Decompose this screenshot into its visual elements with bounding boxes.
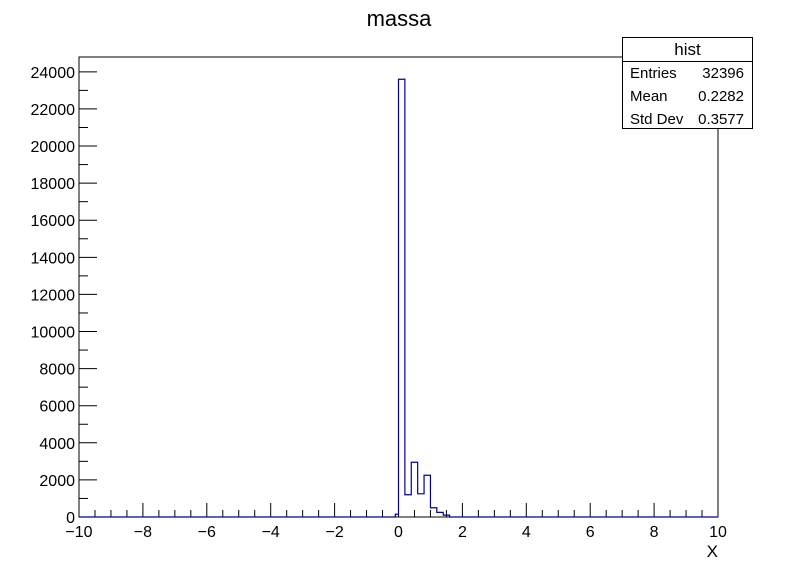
stats-row-entries: Entries 32396 [623, 62, 752, 85]
x-axis: −10 −8 −6 −4 −2 0 2 4 6 8 10 [65, 503, 727, 541]
stats-label: Std Dev [630, 111, 684, 128]
histogram-outline [79, 78, 718, 518]
stats-value: 0.2282 [698, 88, 744, 105]
chart-title: massa [367, 6, 433, 31]
y-tick-label: 8000 [39, 362, 75, 379]
y-tick-label: 10000 [31, 325, 76, 342]
x-tick-label: 6 [586, 524, 595, 541]
x-tick-label: 8 [650, 524, 659, 541]
y-tick-label: 2000 [39, 473, 75, 490]
x-tick-label: −2 [325, 524, 343, 541]
stats-row-mean: Mean 0.2282 [623, 85, 752, 108]
stats-label: Mean [630, 88, 668, 105]
y-tick-label: 6000 [39, 399, 75, 416]
y-tick-label: 24000 [31, 65, 76, 82]
y-tick-label: 4000 [39, 436, 75, 453]
x-tick-label: 10 [709, 524, 727, 541]
x-axis-label: X [707, 542, 718, 561]
x-tick-label: −4 [262, 524, 280, 541]
y-tick-label: 14000 [31, 250, 76, 267]
y-tick-label: 0 [66, 510, 75, 527]
stats-label: Entries [630, 65, 677, 82]
y-tick-label: 16000 [31, 213, 76, 230]
x-tick-label: 0 [394, 524, 403, 541]
stats-row-stddev: Std Dev 0.3577 [623, 108, 752, 131]
x-tick-label: 2 [458, 524, 467, 541]
stats-title: hist [623, 38, 752, 62]
stats-value: 0.3577 [698, 111, 744, 128]
x-tick-label: −8 [134, 524, 152, 541]
y-axis: 0 2000 4000 6000 8000 10000 12000 14000 16000 180… [31, 65, 97, 527]
stats-box: hist Entries 32396 Mean 0.2282 Std Dev 0… [622, 37, 753, 129]
x-tick-label: −10 [65, 524, 92, 541]
x-tick-label: 4 [522, 524, 531, 541]
y-tick-label: 18000 [31, 176, 76, 193]
y-tick-label: 12000 [31, 287, 76, 304]
stats-value: 32396 [702, 65, 744, 82]
x-tick-label: −6 [198, 524, 216, 541]
y-tick-label: 22000 [31, 102, 76, 119]
y-tick-label: 20000 [31, 139, 76, 156]
